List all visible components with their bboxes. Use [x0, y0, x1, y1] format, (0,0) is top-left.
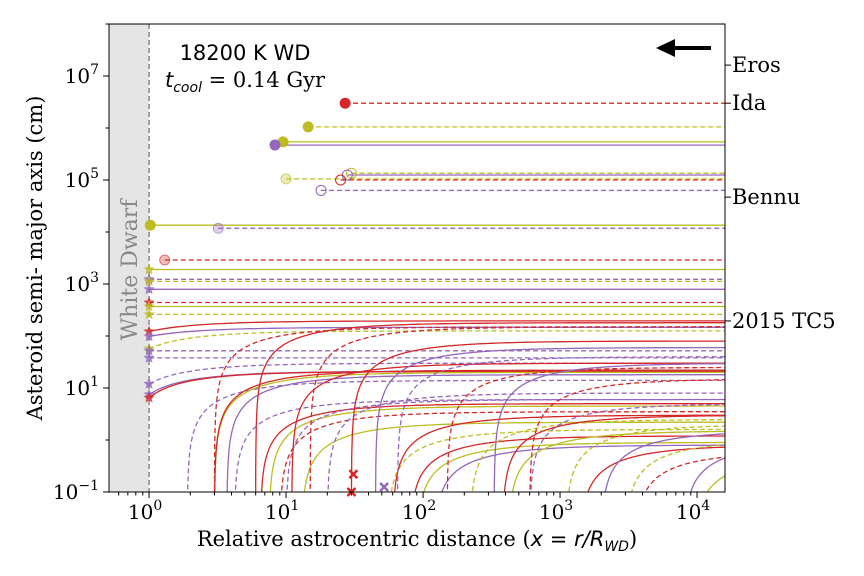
start-marker-open [280, 173, 292, 185]
title-rest: = 0.14 Gyr [202, 68, 326, 92]
rising-series-line [511, 430, 725, 492]
reference-asteroid-label: Bennu [732, 185, 800, 209]
start-marker-filled [302, 121, 314, 133]
start-marker-open [315, 184, 327, 196]
rising-series-line [441, 444, 725, 492]
rising-series-line [530, 403, 725, 492]
end-marker-cross [348, 469, 359, 480]
reference-asteroid-label: Eros [732, 53, 781, 77]
start-marker-star [143, 330, 155, 342]
rising-series-line [471, 418, 725, 492]
rising-series-line [503, 415, 725, 492]
x-axis-label: Relative astrocentric distance (x = r/RW… [197, 527, 637, 555]
rising-series-line [234, 398, 725, 492]
rising-series-line [396, 356, 725, 492]
x-tick-label: 100 [128, 498, 162, 524]
rising-series-line [269, 405, 725, 492]
flat-series-line [148, 330, 725, 350]
title-var: t [165, 68, 174, 92]
x-tick-label: 101 [265, 498, 299, 524]
flat-series-line [148, 370, 725, 399]
start-marker-star [143, 275, 155, 287]
title-line-2: tcool = 0.14 Gyr [165, 68, 326, 96]
x-label-close: ) [629, 527, 637, 551]
rising-series-line [529, 379, 725, 492]
x-label-math: x = r/R [530, 527, 605, 551]
start-marker-star [143, 391, 155, 403]
x-tick-label: 102 [402, 498, 436, 524]
start-marker-star [143, 300, 155, 312]
start-marker-star [143, 308, 155, 320]
rising-series-line [303, 421, 725, 492]
start-marker-filled [144, 219, 156, 231]
white-dwarf-region [109, 24, 150, 492]
end-marker-cross [379, 482, 390, 492]
rising-series-line [350, 340, 725, 492]
rising-series-line [309, 326, 725, 492]
x-tick-label: 103 [539, 498, 573, 524]
rising-series-line [280, 411, 725, 492]
series-group [148, 102, 725, 492]
y-tick-label: 107 [65, 62, 99, 88]
y-tick-label: 10−1 [53, 478, 99, 504]
rising-series-line [187, 379, 725, 492]
rising-series-line [587, 446, 725, 492]
rising-series-line [604, 433, 725, 492]
rising-series-line [286, 398, 725, 492]
rising-series-line [724, 491, 725, 492]
rising-series-line [568, 425, 725, 492]
start-marker-star [143, 263, 155, 275]
y-tick-label: 101 [65, 374, 99, 400]
start-marker-filled [269, 139, 281, 151]
x-label-sub: WD [604, 539, 629, 555]
start-marker-open [159, 254, 171, 266]
flat-series-line [148, 326, 725, 338]
reference-asteroids: Eros Ida Bennu 2015 TC5 [725, 53, 836, 333]
reference-asteroid-label: Ida [732, 91, 766, 115]
y-axis-label: Asteroid semi- major axis (cm) [23, 96, 47, 422]
white-dwarf-label: White Dwarf [118, 198, 143, 341]
start-marker-star [143, 344, 155, 356]
start-marker-star [143, 283, 155, 295]
flat-series-line [148, 320, 725, 333]
direction-arrow-icon [656, 39, 711, 57]
rising-series-line [390, 428, 725, 492]
rising-series-line [255, 322, 725, 492]
title-sub: cool [173, 80, 202, 96]
x-tick-label: 104 [676, 498, 710, 524]
rising-series-line [226, 374, 725, 492]
rising-series-line [374, 346, 725, 492]
markers-group [143, 97, 390, 497]
rising-series-line [214, 371, 725, 492]
rising-series-line [261, 403, 725, 492]
rising-series-line [706, 475, 725, 492]
start-marker-open [212, 222, 224, 234]
rising-series-line [291, 362, 725, 492]
rising-series-line [690, 457, 725, 492]
rising-series-line [394, 414, 725, 492]
rising-series-line [414, 435, 725, 492]
axis-ticks: 100 101 102 103 104 10−1 101 103 105 107 [53, 23, 710, 524]
rising-series-line [327, 392, 725, 492]
rising-series-line [214, 369, 725, 492]
start-marker-filled [339, 97, 351, 109]
y-tick-label: 103 [65, 270, 99, 296]
x-label-text: Relative astrocentric distance ( [197, 527, 531, 551]
title-line-1: 18200 K WD [180, 41, 311, 65]
rising-series-line [631, 444, 725, 492]
rising-series-line [644, 456, 725, 492]
start-marker-star [143, 351, 155, 363]
start-marker-star [143, 377, 155, 389]
start-marker-open [335, 174, 347, 186]
y-tick-label: 105 [65, 166, 99, 192]
reference-asteroid-label: 2015 TC5 [732, 309, 836, 333]
rising-series-line [446, 366, 725, 492]
rising-series-line [423, 441, 725, 492]
rising-series-line [493, 363, 725, 492]
